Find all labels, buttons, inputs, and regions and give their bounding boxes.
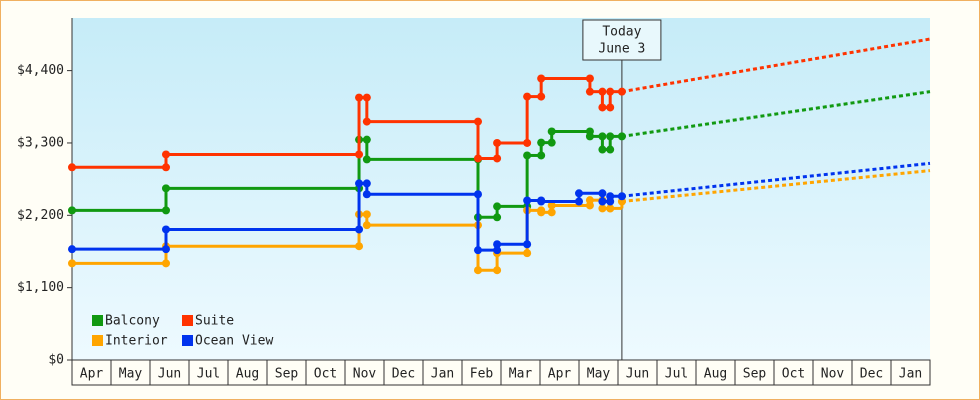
marker: [68, 163, 76, 172]
marker: [547, 127, 556, 136]
x-tick-label: Apr: [80, 367, 104, 382]
marker: [493, 202, 502, 211]
marker: [598, 197, 607, 206]
today-box: [582, 19, 662, 61]
y-tick-label: $1,100: [17, 280, 64, 295]
legend-label: Balcony: [105, 314, 160, 329]
forecast: [621, 90, 931, 138]
marker: [362, 221, 371, 230]
legend-label: Interior: [105, 334, 168, 349]
x-tick-label: Jan: [431, 367, 454, 382]
marker: [523, 92, 532, 101]
marker: [606, 192, 615, 201]
marker: [537, 197, 546, 206]
forecast: [621, 37, 931, 94]
marker: [606, 87, 615, 96]
marker: [161, 150, 170, 159]
marker: [547, 201, 556, 210]
marker: [606, 132, 615, 141]
x-cell: [383, 359, 424, 386]
marker: [161, 184, 170, 193]
forecast: [621, 169, 931, 203]
marker: [585, 196, 594, 205]
legend-swatch: [182, 315, 193, 326]
x-tick-label: Jun: [626, 367, 649, 382]
x-tick-label: May: [587, 367, 611, 382]
x-tick-label: Jun: [158, 367, 181, 382]
marker: [493, 138, 502, 147]
x-tick-label: Sep: [275, 367, 299, 382]
x-tick-label: Aug: [704, 367, 727, 382]
x-tick-label: Mar: [509, 367, 533, 382]
forecast: [621, 161, 931, 198]
x-tick-label: Oct: [782, 367, 805, 382]
marker: [575, 189, 583, 198]
x-cell: [851, 359, 892, 386]
x-tick-label: Apr: [548, 367, 572, 382]
marker: [598, 145, 607, 154]
x-cell: [578, 359, 619, 386]
marker: [68, 259, 76, 268]
marker: [362, 190, 371, 199]
legend-swatch: [92, 315, 103, 326]
marker: [362, 155, 371, 164]
x-cell: [71, 359, 112, 386]
x-cell: [695, 359, 736, 386]
x-cell: [812, 359, 853, 386]
marker: [585, 87, 594, 96]
x-tick-label: Dec: [860, 367, 883, 382]
marker: [537, 138, 546, 147]
x-cell: [227, 359, 268, 386]
marker: [355, 179, 364, 188]
marker: [598, 103, 607, 112]
x-tick-label: Jul: [197, 367, 220, 382]
marker: [523, 151, 532, 160]
legend-label: Ocean View: [195, 334, 273, 349]
marker: [473, 154, 482, 163]
marker: [606, 204, 615, 213]
marker: [598, 204, 607, 213]
y-tick-label: $2,200: [17, 208, 64, 223]
marker: [523, 196, 532, 205]
x-tick-label: Jan: [899, 367, 922, 382]
y-tick-label: $0: [48, 353, 64, 368]
today-label: June 3: [598, 42, 645, 57]
marker: [161, 225, 170, 234]
legend-label: Suite: [195, 314, 234, 329]
marker: [68, 245, 76, 254]
x-tick-label: Nov: [821, 367, 845, 382]
y-tick-label: $4,400: [17, 63, 64, 78]
x-cell: [344, 359, 385, 386]
marker: [537, 208, 546, 217]
x-tick-label: Nov: [353, 367, 377, 382]
legend-swatch: [182, 335, 193, 346]
x-tick-label: Oct: [314, 367, 337, 382]
marker: [355, 93, 364, 102]
x-cell: [656, 359, 697, 386]
x-cell: [149, 359, 190, 386]
x-tick-label: Sep: [743, 367, 767, 382]
y-tick-label: $3,300: [17, 135, 64, 150]
today-label: Today: [602, 25, 641, 40]
marker: [362, 117, 371, 126]
x-tick-label: Dec: [392, 367, 415, 382]
marker: [493, 240, 502, 249]
x-tick-label: May: [119, 367, 143, 382]
marker: [585, 132, 594, 141]
legend-swatch: [92, 335, 103, 346]
marker: [473, 246, 482, 255]
marker: [68, 206, 76, 215]
x-tick-label: Feb: [470, 367, 494, 382]
marker: [537, 74, 546, 83]
x-tick-label: Jul: [665, 367, 688, 382]
x-tick-label: Aug: [236, 367, 259, 382]
marker: [473, 266, 482, 275]
